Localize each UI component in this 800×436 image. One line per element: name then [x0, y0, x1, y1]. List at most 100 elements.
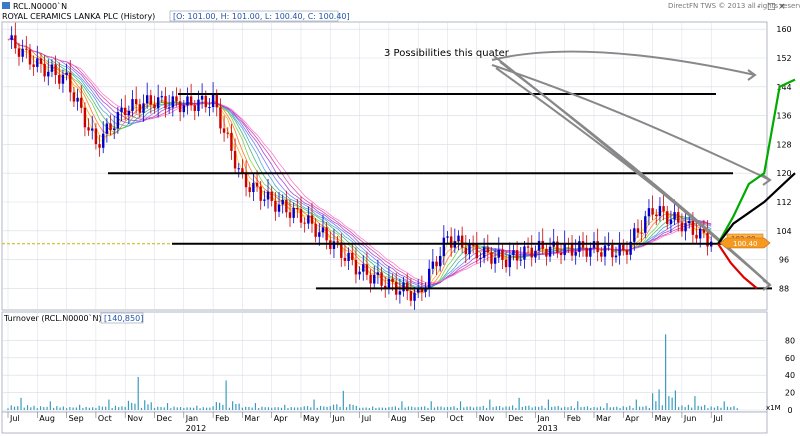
candle-body: [449, 236, 453, 248]
month-label: Jul: [9, 414, 20, 423]
candle-body: [413, 292, 416, 301]
candle-body: [475, 244, 478, 259]
candle-body: [230, 132, 233, 151]
turnover-title: Turnover (RCL.N0000`N): [3, 313, 102, 323]
candle-body: [285, 199, 288, 213]
chart-title: ROYAL CERAMICS LANKA PLC (History): [2, 12, 155, 21]
month-label: Aug: [39, 414, 55, 423]
candle-body: [354, 259, 358, 275]
price-tick-label: 160: [776, 25, 791, 34]
candle-body: [47, 71, 50, 77]
candle-body: [241, 168, 244, 174]
candle-body: [124, 107, 127, 116]
candle-body: [127, 110, 131, 116]
candle-body: [164, 96, 167, 109]
candle-body: [614, 255, 618, 258]
candle-body: [80, 97, 83, 108]
candle-body: [622, 244, 625, 251]
candle-body: [688, 221, 691, 224]
candle-body: [50, 64, 54, 72]
candle-body: [10, 35, 13, 40]
arrow-head: [762, 279, 772, 291]
ohlc-readout: [O: 101.00, H: 101.00, L: 100.40, C: 100…: [173, 12, 350, 21]
candle-body: [457, 235, 460, 242]
candle-body: [351, 252, 354, 260]
candle-body: [222, 128, 226, 133]
candle-body: [61, 74, 65, 84]
candle-body: [189, 96, 193, 106]
candle-body: [175, 96, 178, 102]
candle-body: [589, 247, 592, 257]
candle-body: [134, 99, 138, 105]
close-button[interactable]: ×: [778, 2, 786, 12]
price-tag-last: [719, 237, 771, 249]
candle-body: [113, 128, 116, 131]
price-tick-label: 88: [779, 284, 789, 293]
price-tick-label: 120: [776, 169, 791, 178]
candle-body: [702, 228, 706, 233]
candle-body: [248, 187, 251, 192]
candle-body: [629, 241, 632, 255]
month-label: Jul: [361, 414, 372, 423]
minimize-button[interactable]: -: [757, 2, 760, 12]
candle-body: [556, 241, 559, 253]
candle-body: [197, 99, 200, 112]
candle-body: [662, 206, 665, 212]
price-tick-label: 112: [776, 198, 791, 207]
possibility-arrow: [491, 64, 771, 181]
candle-body: [296, 207, 299, 209]
candle-body: [288, 212, 292, 218]
candle-body: [292, 207, 295, 218]
candle-body: [559, 252, 563, 256]
maximize-button[interactable]: □: [767, 2, 776, 12]
candle-body: [402, 282, 405, 292]
price-panel: [1, 21, 768, 311]
candle-body: [563, 243, 566, 256]
candle-body: [468, 244, 471, 255]
candle-body: [666, 211, 669, 224]
candle-body: [14, 35, 17, 49]
month-label: Jul: [712, 414, 723, 423]
candle-body: [618, 244, 621, 256]
candle-body: [647, 208, 651, 217]
candle-body: [193, 105, 196, 112]
candle-body: [76, 97, 79, 102]
candle-body: [409, 291, 413, 301]
price-tick-label: 136: [776, 112, 791, 121]
candle-body: [545, 248, 548, 257]
candle-body: [406, 282, 409, 292]
candle-body: [43, 63, 46, 77]
candle-body: [325, 227, 328, 241]
month-label: Dec: [508, 414, 523, 423]
support-resistance-lines: [108, 93, 772, 290]
candle-body: [332, 241, 336, 249]
month-label: Nov: [479, 414, 495, 423]
candle-body: [387, 278, 391, 289]
scenario-path: [717, 78, 796, 245]
candle-body: [219, 107, 222, 129]
candle-body: [211, 94, 215, 108]
time-axis: [1, 411, 768, 434]
month-label: Feb: [215, 414, 229, 423]
month-label: Jun: [683, 414, 697, 423]
candle-body: [420, 288, 424, 292]
candle-body: [603, 245, 607, 257]
candle-body: [699, 228, 702, 239]
ohlc-box: [169, 10, 339, 22]
candle-body: [94, 128, 98, 145]
month-label: Apr: [274, 414, 289, 423]
candle-body: [120, 107, 123, 113]
candle-body: [512, 250, 515, 256]
candle-body: [431, 261, 435, 269]
turnover-tick-label: 40: [785, 371, 795, 380]
candle-body: [237, 168, 240, 170]
candle-body: [266, 191, 270, 200]
candle-body: [541, 240, 544, 249]
candle-body: [28, 49, 32, 65]
possibilities-note: 3 Possibilities this quater: [384, 48, 510, 59]
price-tick-label: 104: [776, 227, 791, 236]
candle-body: [684, 223, 687, 232]
candle-body: [281, 199, 284, 205]
candle-body: [321, 227, 325, 233]
